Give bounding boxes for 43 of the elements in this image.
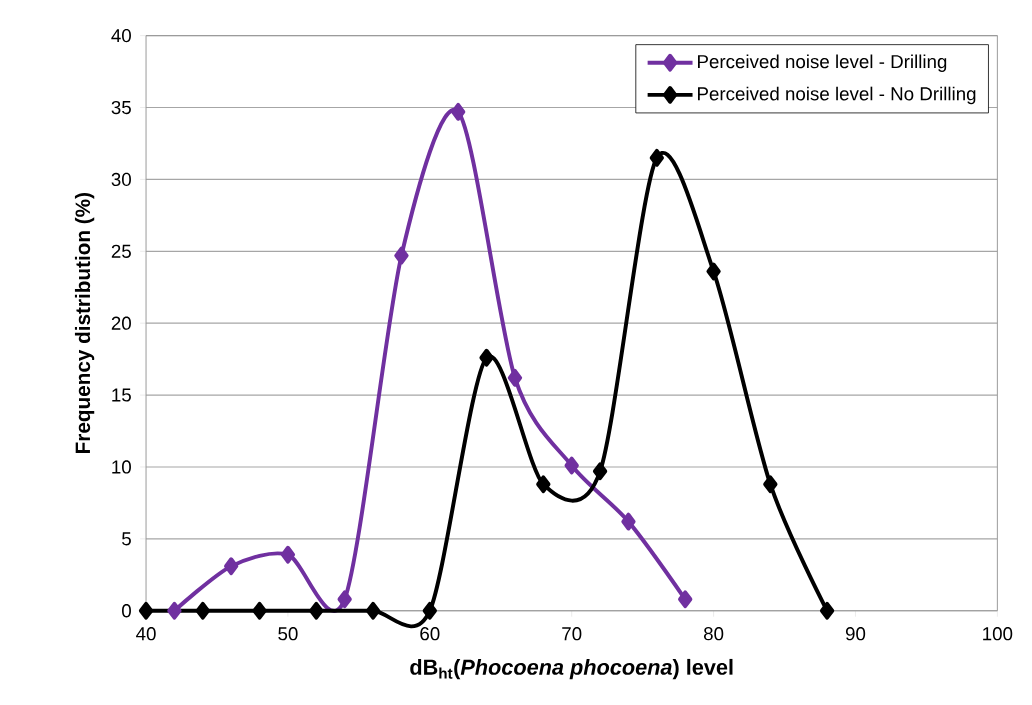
- point: [621, 512, 636, 531]
- point: [678, 590, 693, 609]
- legend-label: Perceived noise level - Drilling: [698, 54, 947, 73]
- point: [592, 462, 608, 481]
- point: [649, 149, 664, 167]
- point: [337, 590, 352, 609]
- point: [309, 601, 324, 620]
- point: [422, 601, 437, 620]
- point: [138, 601, 154, 620]
- legend-label: Perceived noise level - No Drilling: [698, 86, 976, 105]
- x-tick-label: 60: [420, 627, 440, 641]
- x-tick-label: 80: [703, 627, 724, 641]
- point: [706, 262, 721, 281]
- x-tick-label: 70: [562, 627, 582, 641]
- point: [394, 246, 409, 265]
- y-tick-label: 25: [111, 244, 131, 259]
- point: [195, 601, 210, 620]
- x-tick-label: 40: [136, 627, 156, 641]
- point: [507, 369, 523, 387]
- point: [564, 456, 579, 475]
- y-tick-label: 15: [112, 388, 131, 402]
- x-axis-title: dB$_{ht}$(Phocoena phocoena) level: [410, 659, 733, 680]
- point: [819, 601, 835, 620]
- y-tick-label: 20: [111, 316, 131, 330]
- point: [252, 601, 267, 620]
- y-tick-label: 10: [112, 460, 131, 474]
- x-tick-label: 100: [983, 627, 1013, 641]
- y-axis-title: Frequency distribution (%): [74, 193, 95, 454]
- y-tick-label: 35: [111, 100, 131, 115]
- x-tick-label: 50: [278, 627, 298, 641]
- point: [479, 348, 494, 367]
- x-tick-label: 90: [845, 627, 866, 641]
- y-tick-label: 40: [111, 29, 131, 43]
- y-tick-label: 0: [122, 604, 131, 618]
- point: [763, 475, 778, 494]
- y-tick-label: 5: [122, 532, 131, 546]
- point: [536, 475, 551, 494]
- point: [167, 601, 182, 620]
- point: [451, 103, 466, 121]
- y-tick-label: 30: [111, 172, 131, 187]
- point: [224, 557, 239, 576]
- point: [365, 601, 381, 620]
- point: [280, 545, 296, 564]
